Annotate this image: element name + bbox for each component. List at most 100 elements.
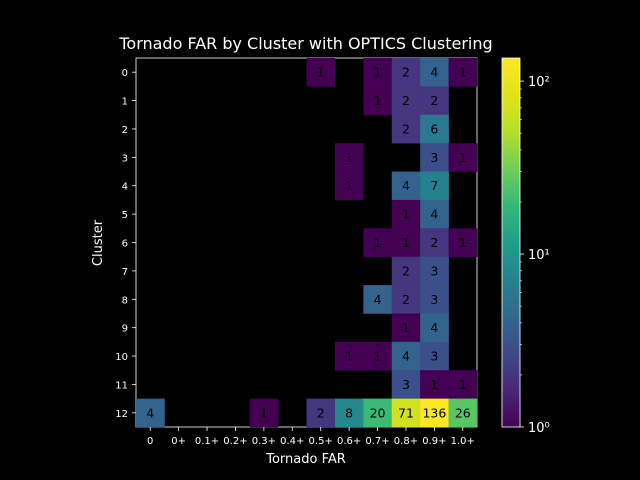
cell-value-label: 2 (430, 93, 438, 108)
heatmap-cell (420, 256, 449, 286)
cell-value-label: 3 (430, 292, 438, 307)
cell-value-label: 2 (402, 292, 410, 307)
heatmap-cell (420, 199, 449, 229)
colorbar-ticks: 10⁰ 10¹ 10² (520, 75, 550, 436)
cell-value-label: 1 (374, 65, 382, 80)
x-axis-label: Tornado FAR (265, 452, 346, 467)
cell-value-label: 4 (146, 405, 154, 420)
heatmap-cell (136, 398, 165, 428)
cell-value-label: 2 (317, 405, 325, 420)
heatmap-cell (420, 114, 449, 144)
heatmap-cell (334, 398, 364, 428)
y-tick-label: 0 (122, 68, 128, 79)
y-tick-label: 2 (122, 125, 128, 136)
chart-title: Tornado FAR by Cluster with OPTICS Clust… (118, 34, 492, 53)
y-tick-label: 11 (115, 380, 128, 391)
cell-value-label: 1 (374, 93, 382, 108)
cell-value-label: 1 (430, 377, 438, 392)
y-tick-label: 7 (122, 267, 128, 278)
cell-value-label: 7 (430, 178, 438, 193)
cell-value-label: 4 (430, 320, 438, 335)
cell-value-label: 1 (345, 349, 353, 364)
y-tick-label: 3 (122, 153, 128, 164)
colorbar (501, 57, 521, 428)
heatmap-cells: 1 1 2 4 11 2 22 61 3 11 4 71 41 1 2 12 34 2 31 41 1 4 33 1 14 1 2 8… (136, 58, 478, 428)
x-tick-label: 1.0+ (451, 436, 475, 447)
x-tick-label: 0.9+ (422, 436, 446, 447)
heatmap-cell (448, 143, 478, 172)
heatmap-cell (391, 313, 421, 343)
heatmap-cell (420, 370, 449, 399)
heatmap-cell (391, 58, 421, 87)
cell-value-label: 2 (430, 235, 438, 250)
heatmap-cell (334, 171, 364, 201)
heatmap-cell (391, 114, 421, 144)
cell-value-label: 2 (402, 121, 410, 136)
heatmap-cell (306, 58, 336, 87)
y-tick-label: 10 (115, 352, 128, 363)
heatmap-cell (391, 86, 421, 116)
heatmap-cell (391, 285, 421, 314)
heatmap-cell (391, 256, 421, 286)
y-tick-label: 12 (115, 409, 128, 420)
heatmap-cell (420, 86, 449, 116)
y-tick-label: 1 (122, 97, 128, 108)
heatmap-cell (420, 398, 449, 428)
y-tick-label: 8 (122, 295, 128, 306)
cell-value-label: 20 (370, 405, 386, 420)
heatmap-cell (420, 313, 449, 343)
cell-value-label: 1 (402, 207, 410, 222)
cell-value-label: 1 (459, 65, 467, 80)
cell-value-label: 1 (345, 150, 353, 165)
cell-value-label: 1 (459, 235, 467, 250)
y-axis-label: Cluster (91, 219, 106, 266)
heatmap-cell (420, 285, 449, 314)
heatmap-cell (391, 199, 421, 229)
y-tick-label: 5 (122, 210, 128, 221)
heatmap-cell (391, 370, 421, 399)
y-tick-label: 4 (122, 182, 128, 193)
colorbar-tick-label: 10¹ (528, 248, 550, 263)
heatmap-cell (448, 58, 478, 87)
cell-value-label: 4 (374, 292, 382, 307)
heatmap-cell (448, 370, 478, 399)
cell-value-label: 1 (374, 349, 382, 364)
x-tick-label: 0+ (171, 436, 186, 447)
cell-value-label: 1 (459, 150, 467, 165)
cell-value-label: 4 (430, 65, 438, 80)
heatmap-cell (363, 58, 393, 87)
heatmap-cell (448, 228, 478, 257)
heatmap-cell (363, 398, 393, 428)
heatmap-cell (391, 228, 421, 257)
cell-value-label: 6 (430, 121, 438, 136)
x-tick-label: 0.8+ (394, 436, 418, 447)
cell-value-label: 3 (430, 263, 438, 278)
heatmap-cell (391, 398, 421, 428)
heatmap-cell (420, 341, 449, 371)
cell-value-label: 1 (345, 178, 353, 193)
heatmap-cell (420, 228, 449, 257)
colorbar-tick-label: 10⁰ (528, 421, 550, 436)
y-tick-label: 6 (122, 239, 128, 250)
cell-value-label: 1 (317, 65, 325, 80)
y-tick-label: 9 (122, 324, 128, 335)
x-tick-label: 0.3+ (252, 436, 276, 447)
heatmap-cell (420, 171, 449, 201)
cell-value-label: 2 (402, 65, 410, 80)
heatmap-cell (448, 398, 478, 428)
cell-value-label: 26 (455, 405, 471, 420)
cell-value-label: 1 (459, 377, 467, 392)
x-tick-label: 0.5+ (309, 436, 333, 447)
cell-value-label: 71 (398, 405, 414, 420)
heatmap-cell (420, 58, 449, 87)
cell-value-label: 1 (260, 405, 268, 420)
cell-value-label: 1 (402, 320, 410, 335)
cell-value-label: 1 (402, 235, 410, 250)
cell-value-label: 3 (430, 150, 438, 165)
heatmap-cell (363, 341, 393, 371)
heatmap-cell (363, 285, 393, 314)
heatmap-cell (363, 86, 393, 116)
cell-value-label: 136 (422, 405, 446, 420)
cell-value-label: 3 (430, 349, 438, 364)
